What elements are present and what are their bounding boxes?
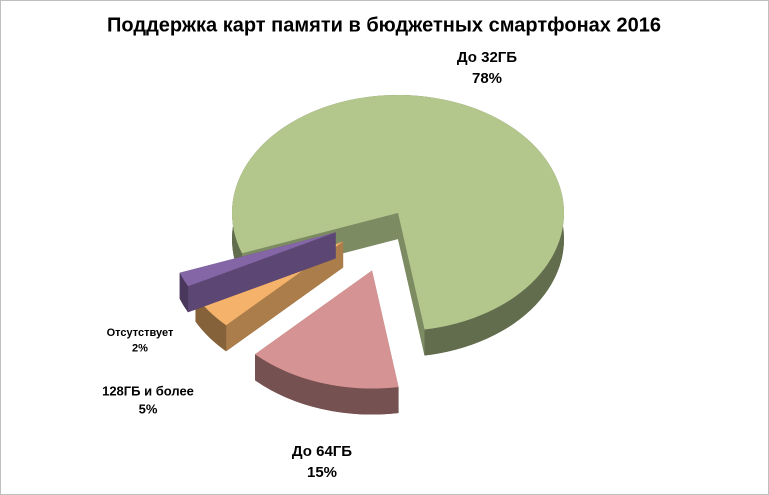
slice-label: До 64ГБ <box>292 443 352 460</box>
chart-title: Поддержка карт памяти в бюджетных смартф… <box>107 14 661 36</box>
slice-label: До 32ГБ <box>457 49 517 66</box>
slice-value-label: 5% <box>139 402 158 417</box>
pie-slice <box>179 232 336 287</box>
slice-edge <box>398 213 425 356</box>
slice-value-label: 2% <box>132 342 148 354</box>
slice-edge <box>179 232 336 299</box>
slice-value-label: 78% <box>472 70 502 87</box>
pie-slice <box>232 95 565 330</box>
slice-side <box>195 295 227 352</box>
slice-group <box>255 270 399 415</box>
pie-slice <box>255 270 399 389</box>
slice-side <box>179 272 189 313</box>
slice-value-label: 15% <box>307 464 337 481</box>
slice-group <box>179 232 336 313</box>
slice-label: 128ГБ и более <box>102 383 194 398</box>
slice-label: Отсутствует <box>107 327 174 339</box>
slice-side <box>255 354 399 415</box>
